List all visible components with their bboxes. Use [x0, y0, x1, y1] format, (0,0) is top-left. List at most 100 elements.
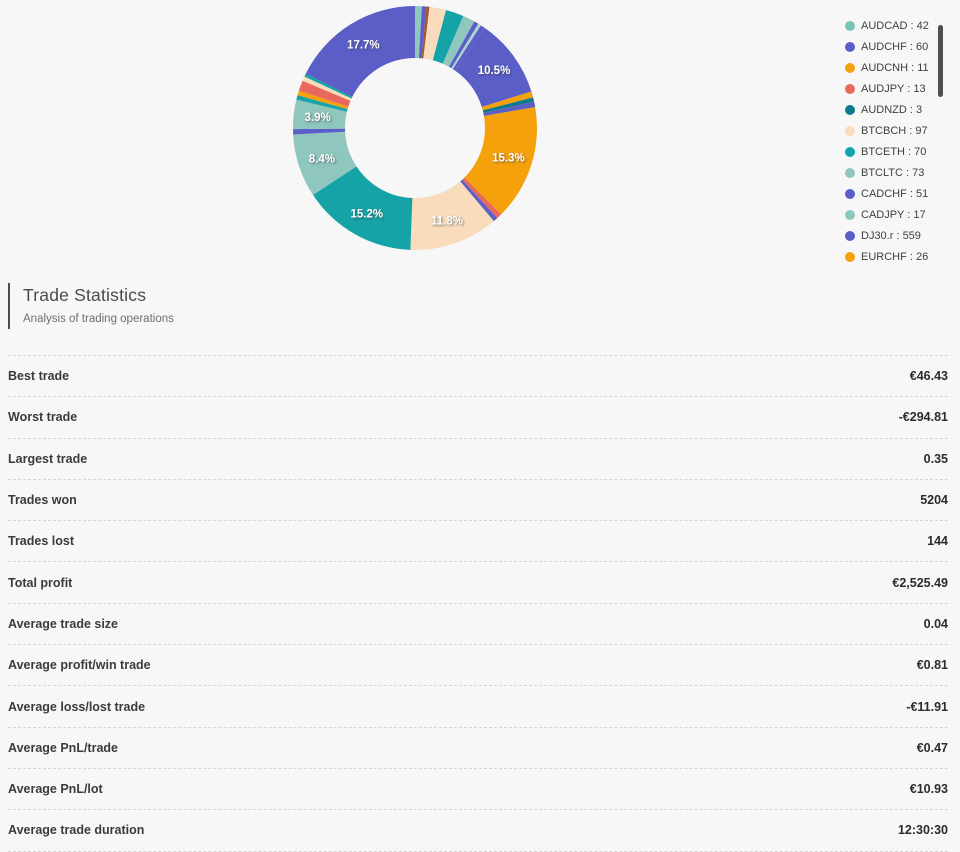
donut-segment[interactable] — [298, 80, 351, 107]
donut-segment[interactable] — [464, 107, 537, 215]
stat-value: €46.43 — [909, 369, 948, 384]
legend-color-dot-icon — [845, 84, 855, 94]
symbol-distribution-chart-section: 10.5% 15.3% 11.8% 15.2% 8.4% 3.9% 17.7% AUDCAD… — [0, 0, 960, 263]
stats-table: Best trade €46.43 Worst trade -€294.81 L… — [8, 355, 948, 852]
stat-value: -€294.81 — [898, 410, 948, 425]
donut-segment[interactable] — [302, 76, 352, 101]
legend-color-dot-icon — [845, 189, 855, 199]
stat-label: Average loss/lost trade — [8, 699, 146, 714]
stat-row: Average PnL/trade €0.47 — [8, 728, 948, 769]
legend-color-dot-icon — [845, 21, 855, 31]
donut-segment[interactable] — [293, 128, 346, 135]
legend-color-dot-icon — [845, 231, 855, 241]
stat-value: €2,525.49 — [892, 575, 948, 590]
stat-row: Average trade duration 12:30:30 — [8, 810, 948, 852]
legend-item[interactable]: CADCHF : 51 — [845, 188, 945, 200]
donut-segment[interactable] — [415, 6, 422, 59]
legend-item-label: AUDCHF : 60 — [861, 41, 929, 53]
section-subtitle: Analysis of trading operations — [23, 313, 174, 325]
stat-label: Trades lost — [8, 534, 74, 549]
donut-segment[interactable] — [297, 90, 349, 110]
stat-value: -€11.91 — [906, 699, 948, 714]
stat-row: Average trade size 0.04 — [8, 604, 948, 646]
legend-item-label: AUDCAD : 42 — [861, 20, 929, 32]
legend-item[interactable]: AUDNZD : 3 — [845, 104, 945, 116]
legend-item[interactable]: BTCLTC : 73 — [845, 167, 945, 179]
stat-label: Average trade duration — [8, 823, 145, 838]
donut-segment[interactable] — [293, 131, 357, 195]
legend-color-dot-icon — [845, 147, 855, 157]
donut-segment[interactable] — [296, 95, 348, 112]
donut-segment[interactable] — [460, 179, 498, 222]
trade-statistics-header: Trade Statistics Analysis of trading ope… — [8, 283, 960, 329]
donut-segment[interactable] — [292, 99, 347, 130]
trade-statistics-section: Trade Statistics Analysis of trading ope… — [0, 283, 960, 852]
stat-label: Total profit — [8, 575, 73, 590]
stat-label: Largest trade — [8, 451, 88, 466]
legend-color-dot-icon — [845, 63, 855, 73]
chart-legend: AUDCAD : 42 AUDCHF : 60 AUDCNH : 11 AUDJ… — [845, 20, 945, 263]
stat-value: 0.35 — [923, 451, 948, 466]
legend-item[interactable]: AUDCAD : 42 — [845, 20, 945, 32]
stat-value: 0.04 — [923, 616, 948, 631]
legend-item[interactable]: AUDCHF : 60 — [845, 41, 945, 53]
donut-segment[interactable] — [462, 177, 502, 219]
stat-row: Average PnL/lot €10.93 — [8, 769, 948, 811]
stat-label: Worst trade — [8, 410, 78, 425]
section-title: Trade Statistics — [23, 285, 147, 305]
donut-segment[interactable] — [442, 15, 475, 67]
donut-segment[interactable] — [305, 6, 415, 97]
donut-segment[interactable] — [451, 23, 481, 70]
stat-value: 5204 — [920, 493, 948, 508]
stat-row: Average profit/win trade €0.81 — [8, 645, 948, 687]
donut-segment[interactable] — [410, 181, 494, 250]
legend-item-label: CADJPY : 17 — [861, 209, 926, 221]
stat-row: Total profit €2,525.49 — [8, 562, 948, 604]
legend-item[interactable]: AUDJPY : 13 — [845, 83, 945, 95]
legend-item[interactable]: CADJPY : 17 — [845, 209, 945, 221]
symbol-donut-chart: 10.5%15.3%11.8%15.2%8.4%3.9%17.7% — [292, 6, 537, 250]
legend-color-dot-icon — [845, 252, 855, 262]
donut-segment[interactable] — [432, 10, 464, 64]
legend-item-label: BTCLTC : 73 — [861, 167, 925, 179]
legend-item[interactable]: DJ30.r : 559 — [845, 230, 945, 242]
stat-row: Trades won 5204 — [8, 480, 948, 522]
legend-item-label: BTCETH : 70 — [861, 146, 927, 158]
donut-segment[interactable] — [312, 166, 413, 250]
legend-item[interactable]: BTCBCH : 97 — [845, 125, 945, 137]
stat-label: Average trade size — [8, 616, 119, 631]
donut-segment[interactable] — [423, 6, 447, 61]
legend-item[interactable]: AUDCNH : 11 — [845, 62, 945, 74]
stat-value: 12:30:30 — [897, 823, 948, 838]
stat-label: Average PnL/trade — [8, 740, 118, 755]
legend-color-dot-icon — [845, 210, 855, 220]
stat-row: Average loss/lost trade -€11.91 — [8, 686, 948, 728]
donut-segment[interactable] — [452, 25, 485, 71]
donut-segment[interactable] — [482, 97, 535, 113]
stat-label: Best trade — [8, 369, 70, 384]
stat-label: Trades won — [8, 493, 77, 508]
legend-item-label: CADCHF : 51 — [861, 188, 929, 200]
donut-segment[interactable] — [418, 6, 427, 59]
legend-color-dot-icon — [845, 126, 855, 136]
donut-segment[interactable] — [449, 21, 479, 69]
legend-scrollbar-thumb[interactable] — [938, 25, 943, 97]
legend-item-label: AUDJPY : 13 — [861, 83, 926, 95]
donut-segment[interactable] — [304, 73, 353, 99]
stat-value: €0.47 — [916, 740, 948, 755]
legend-item-label: EURCHF : 26 — [861, 251, 929, 263]
stat-label: Average PnL/lot — [8, 782, 103, 797]
legend-item-label: BTCBCH : 97 — [861, 125, 928, 137]
stat-row: Trades lost 144 — [8, 521, 948, 563]
donut-segment[interactable] — [421, 6, 430, 59]
legend-color-dot-icon — [845, 42, 855, 52]
stat-row: Best trade €46.43 — [8, 356, 948, 398]
donut-segment[interactable] — [455, 27, 532, 108]
donut-segment[interactable] — [483, 101, 536, 116]
legend-item[interactable]: EURCHF : 26 — [845, 251, 945, 263]
stat-row: Worst trade -€294.81 — [8, 397, 948, 439]
donut-segment[interactable] — [481, 91, 534, 111]
legend-item[interactable]: BTCETH : 70 — [845, 146, 945, 158]
stat-value: €0.81 — [916, 658, 948, 673]
